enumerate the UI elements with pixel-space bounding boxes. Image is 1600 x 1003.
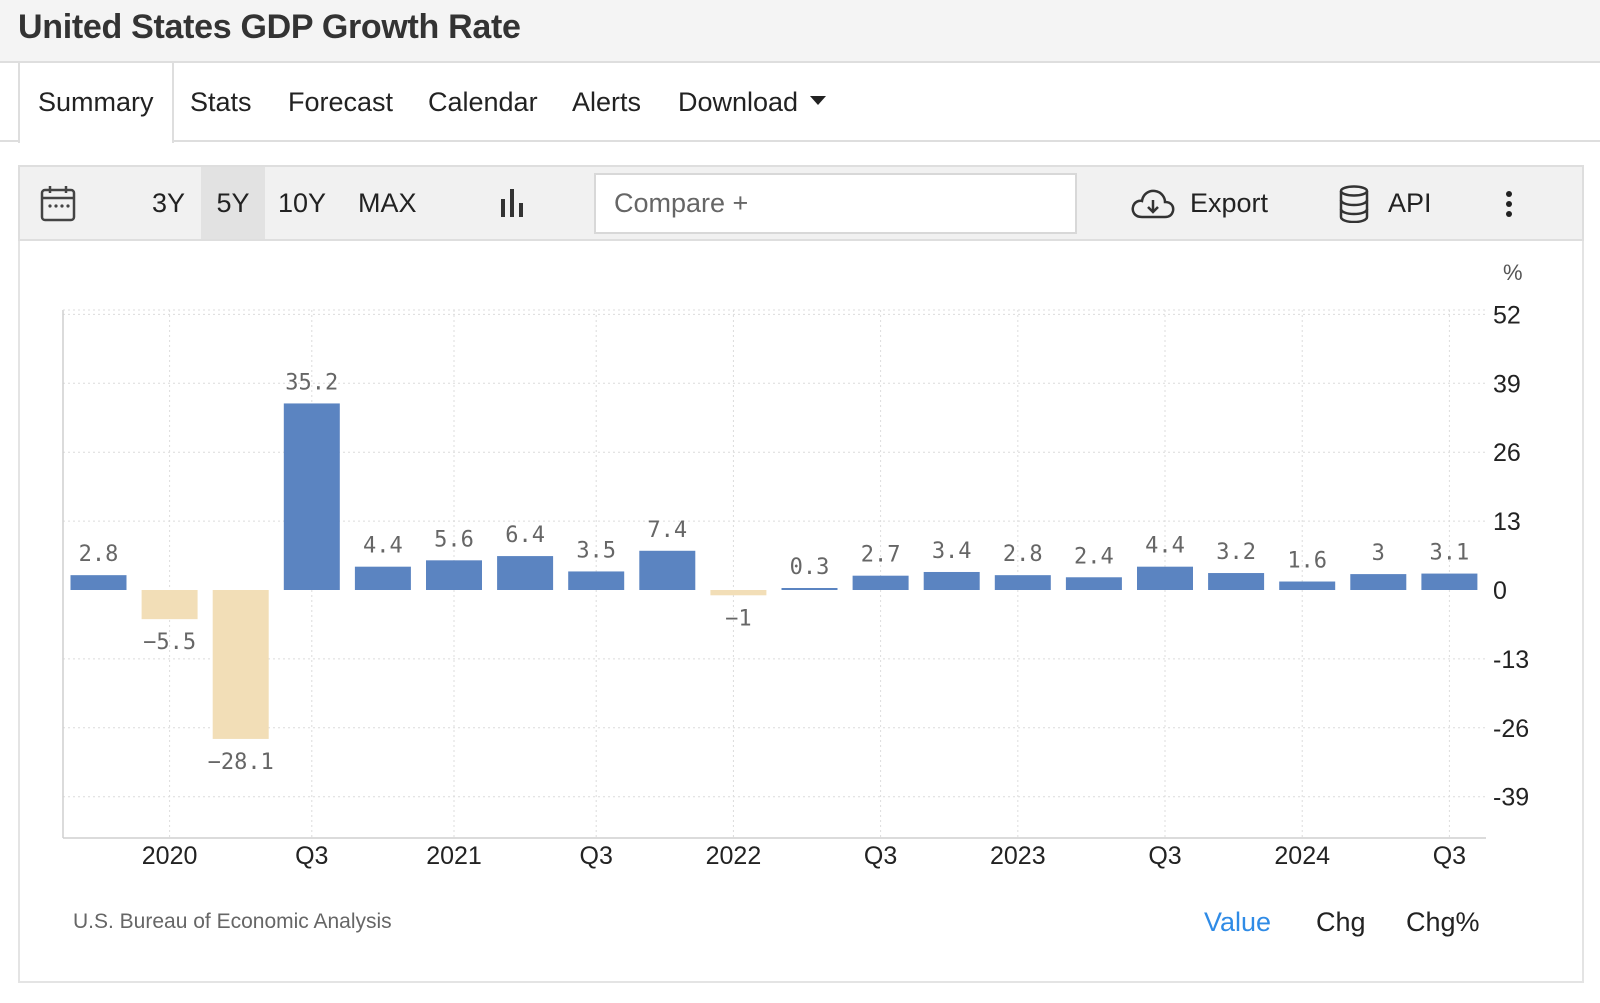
bar-value-label: 35.2 [285, 370, 338, 395]
x-axis: 2020 Q3 2021 Q3 2022 Q3 2023 Q3 2024 Q3 [142, 842, 1466, 870]
caret-down-icon [810, 96, 827, 106]
title-bar: United States GDP Growth Rate [0, 0, 1600, 63]
x-tick-label: Q3 [1433, 842, 1466, 870]
x-tick-label: 2022 [706, 842, 762, 870]
bar-value-label: −28.1 [208, 750, 274, 775]
bar-value-label: 2.4 [1074, 544, 1114, 569]
tab-calendar[interactable]: Calendar [428, 87, 538, 117]
range-5y-button[interactable]: 5Y [201, 167, 265, 239]
bar[interactable] [923, 571, 980, 590]
chart-type-icon[interactable] [498, 187, 528, 219]
x-tick-label: 2023 [990, 842, 1046, 870]
tab-stats[interactable]: Stats [190, 87, 252, 117]
y-tick-label: 13 [1493, 508, 1521, 536]
calendar-icon[interactable] [40, 185, 76, 223]
y-tick-label: 39 [1493, 370, 1521, 398]
compare-input[interactable]: Compare + [594, 173, 1077, 234]
x-tick-label: 2020 [142, 842, 198, 870]
bar[interactable] [1137, 566, 1193, 590]
tab-alerts[interactable]: Alerts [572, 87, 642, 117]
bar[interactable] [497, 556, 554, 590]
bar-value-label: 4.4 [363, 534, 403, 559]
bar[interactable] [1350, 574, 1407, 590]
x-tick-label: 2024 [1274, 842, 1330, 870]
x-tick-label: Q3 [1148, 842, 1181, 870]
x-tick-label: Q3 [580, 842, 613, 870]
bar-value-label: 2.7 [861, 543, 901, 568]
bar-value-label: 6.4 [505, 523, 545, 548]
bar[interactable] [994, 575, 1051, 590]
bar[interactable] [1279, 581, 1336, 590]
export-button[interactable]: Export [1190, 188, 1269, 218]
bar-value-label: −1 [725, 606, 752, 631]
bar-value-label: 3.5 [576, 538, 616, 563]
bar-value-label: 3.1 [1430, 541, 1470, 566]
tab-download-label: Download [678, 87, 799, 117]
tab-summary[interactable]: Summary [18, 63, 174, 143]
y-axis: 52 39 26 13 0 -13 -26 -39% [1493, 260, 1529, 812]
bar[interactable] [639, 550, 696, 590]
x-tick-label: Q3 [864, 842, 897, 870]
bar[interactable] [426, 560, 482, 590]
mode-chg-button[interactable]: Chg [1316, 907, 1366, 937]
x-tick-label: 2021 [426, 842, 482, 870]
bar[interactable] [354, 566, 411, 590]
chart-bars [70, 403, 1478, 739]
chart-data-labels: 2.8 −5.5 −28.1 35.2 4.4 5.6 6.4 3.5 7.4 −1 0.3 2.7 3… [79, 370, 1470, 774]
bar[interactable] [283, 403, 340, 590]
bar-value-label: 3 [1372, 541, 1385, 566]
bar[interactable] [852, 575, 909, 590]
bar-value-label: 0.3 [790, 555, 830, 580]
bar[interactable] [1208, 573, 1265, 590]
tab-download[interactable]: Download [678, 63, 827, 142]
tab-forecast[interactable]: Forecast [288, 87, 394, 117]
bar-value-label: 2.8 [79, 542, 119, 567]
y-tick-label: -39 [1493, 784, 1529, 812]
y-tick-label: -26 [1493, 715, 1529, 743]
chart-toolbar: 3Y 5Y 10Y MAX Compare + Export API [18, 165, 1584, 241]
bar-value-label: 4.4 [1145, 534, 1185, 559]
page-title: United States GDP Growth Rate [18, 8, 521, 46]
y-tick-label: 0 [1493, 577, 1507, 605]
more-options-icon[interactable] [1504, 189, 1514, 219]
bar[interactable] [70, 575, 127, 590]
range-10y-button[interactable]: 10Y [278, 188, 327, 218]
bar-value-label: 1.6 [1287, 549, 1327, 574]
bar-value-label: 3.4 [932, 539, 972, 564]
bar-value-label: 3.2 [1216, 540, 1256, 565]
y-tick-label: 26 [1493, 439, 1521, 467]
bar[interactable] [710, 590, 767, 596]
x-tick-label: Q3 [295, 842, 328, 870]
bar-value-label: 7.4 [647, 518, 687, 543]
range-3y-button[interactable]: 3Y [152, 188, 186, 218]
y-unit-label: % [1503, 260, 1523, 285]
bar[interactable] [1065, 577, 1122, 590]
chart-grid [62, 309, 1486, 839]
bar[interactable] [568, 571, 625, 590]
range-max-button[interactable]: MAX [358, 188, 417, 218]
y-tick-label: 52 [1493, 301, 1521, 329]
bar-value-label: 2.8 [1003, 542, 1043, 567]
bar-value-label: −5.5 [143, 630, 196, 655]
cloud-download-icon[interactable] [1130, 187, 1176, 221]
bar[interactable] [212, 590, 269, 739]
chart-panel [18, 165, 1584, 983]
bar[interactable] [141, 590, 198, 620]
mode-value-button[interactable]: Value [1204, 907, 1272, 937]
gdp-bar-chart: 2.8 −5.5 −28.1 35.2 4.4 5.6 6.4 3.5 7.4 −1 0.3 2.7 3… [62, 260, 1529, 870]
bar-value-label: 5.6 [434, 527, 474, 552]
y-tick-label: -13 [1493, 646, 1529, 674]
database-icon[interactable] [1338, 185, 1370, 224]
mode-chg-pct-button[interactable]: Chg% [1406, 907, 1480, 937]
data-source: U.S. Bureau of Economic Analysis [73, 910, 392, 933]
bar[interactable] [781, 588, 838, 590]
api-button[interactable]: API [1388, 188, 1432, 218]
bar[interactable] [1421, 573, 1478, 590]
tab-bar: Summary Stats Forecast Calendar Alerts D… [0, 63, 1600, 143]
